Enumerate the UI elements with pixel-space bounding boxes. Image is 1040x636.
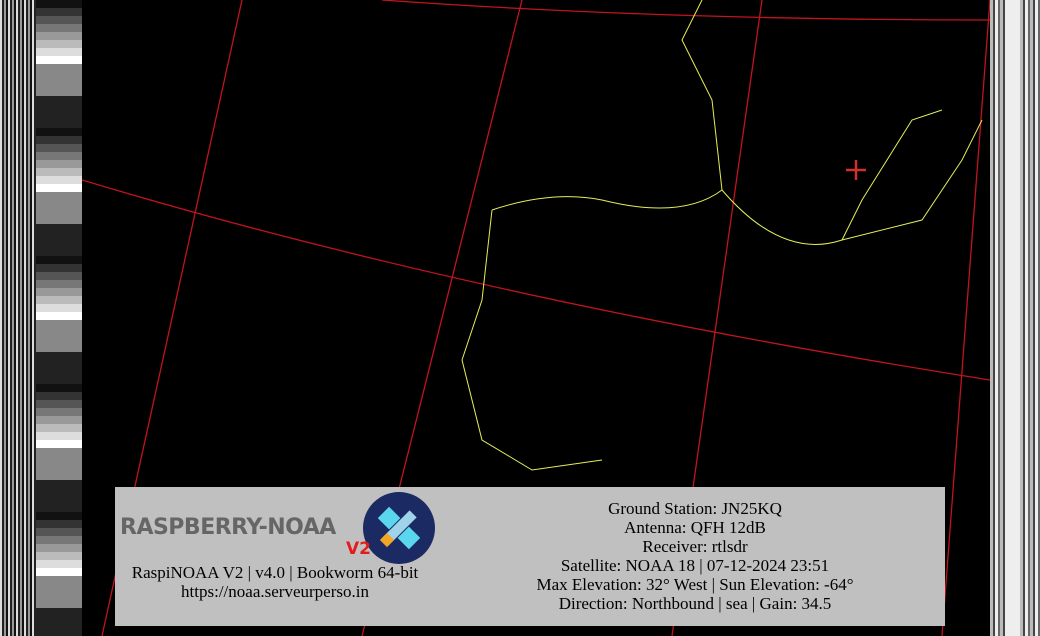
ground-station: Ground Station: JN25KQ [608,499,782,518]
satellite-pass: Satellite: NOAA 18 | 07-12-2024 23:51 [560,556,830,575]
cloud-layer [82,0,982,500]
logo-version: V2 [346,539,371,559]
telemetry-strip-right [990,0,1040,636]
antenna: Antenna: QFH 12dB [624,518,766,537]
direction-info: Direction: Northbound | sea | Gain: 34.5 [558,594,832,613]
elevation-info: Max Elevation: 32° West | Sun Elevation:… [536,575,854,594]
telemetry-wedges-left [36,0,82,636]
location-marker-icon [846,160,866,180]
website-link[interactable]: https://noaa.serveurperso.in [181,582,369,601]
pass-info: Ground Station: JN25KQ Antenna: QFH 12dB… [445,499,945,613]
country-borders [461,0,983,471]
raspberry-noaa-logo: RASPBERRY-NOAA V2 [120,491,435,565]
software-version: RaspiNOAA V2 | v4.0 | Bookworm 64-bit [131,563,419,582]
logo-text: RASPBERRY-NOAA [120,515,336,540]
info-panel: RASPBERRY-NOAA V2 RaspiNOAA V2 | v4.0 | … [115,487,945,626]
receiver: Receiver: rtlsdr [642,537,748,556]
software-info: RaspiNOAA V2 | v4.0 | Bookworm 64-bit ht… [115,563,435,601]
lat-lon-grid [82,0,990,636]
satellite-map [82,0,990,636]
satellite-icon [363,492,435,564]
